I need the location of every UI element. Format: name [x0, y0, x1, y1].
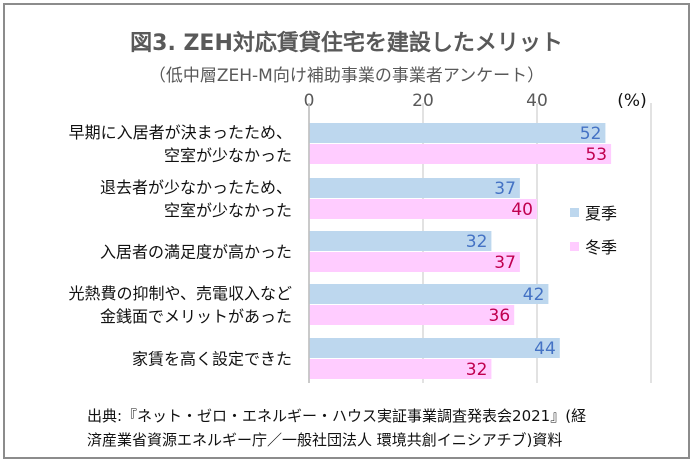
- bar-winter: [309, 252, 520, 272]
- category-label: 金銭面でメリットがあった: [100, 307, 292, 326]
- category-label: 空室が少なかった: [164, 201, 292, 220]
- bar-summer: [309, 231, 492, 251]
- chart-subtitle: （低中層ZEH-M向け補助事業の事業者アンケート）: [148, 66, 545, 86]
- data-label: 40: [511, 200, 533, 220]
- bar-summer: [309, 338, 560, 358]
- x-tick-label: 20: [412, 91, 434, 111]
- bar-summer: [309, 178, 520, 198]
- data-label: 32: [466, 360, 488, 380]
- x-tick-label: 40: [526, 91, 548, 111]
- bar-winter: [309, 359, 492, 379]
- bar-winter: [309, 305, 515, 325]
- x-tick-label: 0: [304, 91, 315, 111]
- category-label: 家賃を高く設定できた: [132, 350, 292, 369]
- data-label: 52: [580, 124, 602, 144]
- chart-title: 図3. ZEH対応賃貸住宅を建設したメリット: [130, 31, 563, 56]
- legend-swatch: [570, 208, 579, 217]
- category-label: 退去者が少なかったため、: [100, 178, 292, 197]
- legend-label: 夏季: [585, 204, 617, 223]
- category-label: 早期に入居者が決まったため、: [69, 123, 292, 142]
- data-label: 44: [534, 339, 556, 359]
- source-line-2: 済産業省資源エネルギー庁／一般社団法人 環境共創イニシアチブ)資料: [87, 431, 563, 449]
- legend-label: 冬季: [585, 238, 617, 257]
- category-label: 光熱費の抑制や、売電収入など: [68, 284, 292, 303]
- data-label: 53: [585, 145, 607, 165]
- bar-summer: [309, 123, 606, 143]
- bar-summer: [309, 284, 549, 304]
- x-unit-label: (%): [617, 91, 646, 111]
- source-line-1: 出典:『ネット・ゼロ・エネルギー・ハウス実証事業調査発表会2021』(経: [87, 407, 587, 425]
- data-label: 42: [523, 285, 545, 305]
- data-label: 36: [489, 306, 511, 326]
- data-label: 37: [494, 253, 516, 273]
- chart-frame: 図3. ZEH対応賃貸住宅を建設したメリット （低中層ZEH-M向け補助事業の事…: [3, 3, 690, 459]
- legend-swatch: [570, 242, 579, 251]
- data-label: 37: [494, 179, 516, 199]
- category-label: 空室が少なかった: [164, 146, 292, 165]
- bar-winter: [309, 144, 612, 164]
- data-label: 32: [466, 232, 488, 252]
- category-label: 入居者の満足度が高かった: [100, 243, 292, 262]
- bar-winter: [309, 199, 537, 219]
